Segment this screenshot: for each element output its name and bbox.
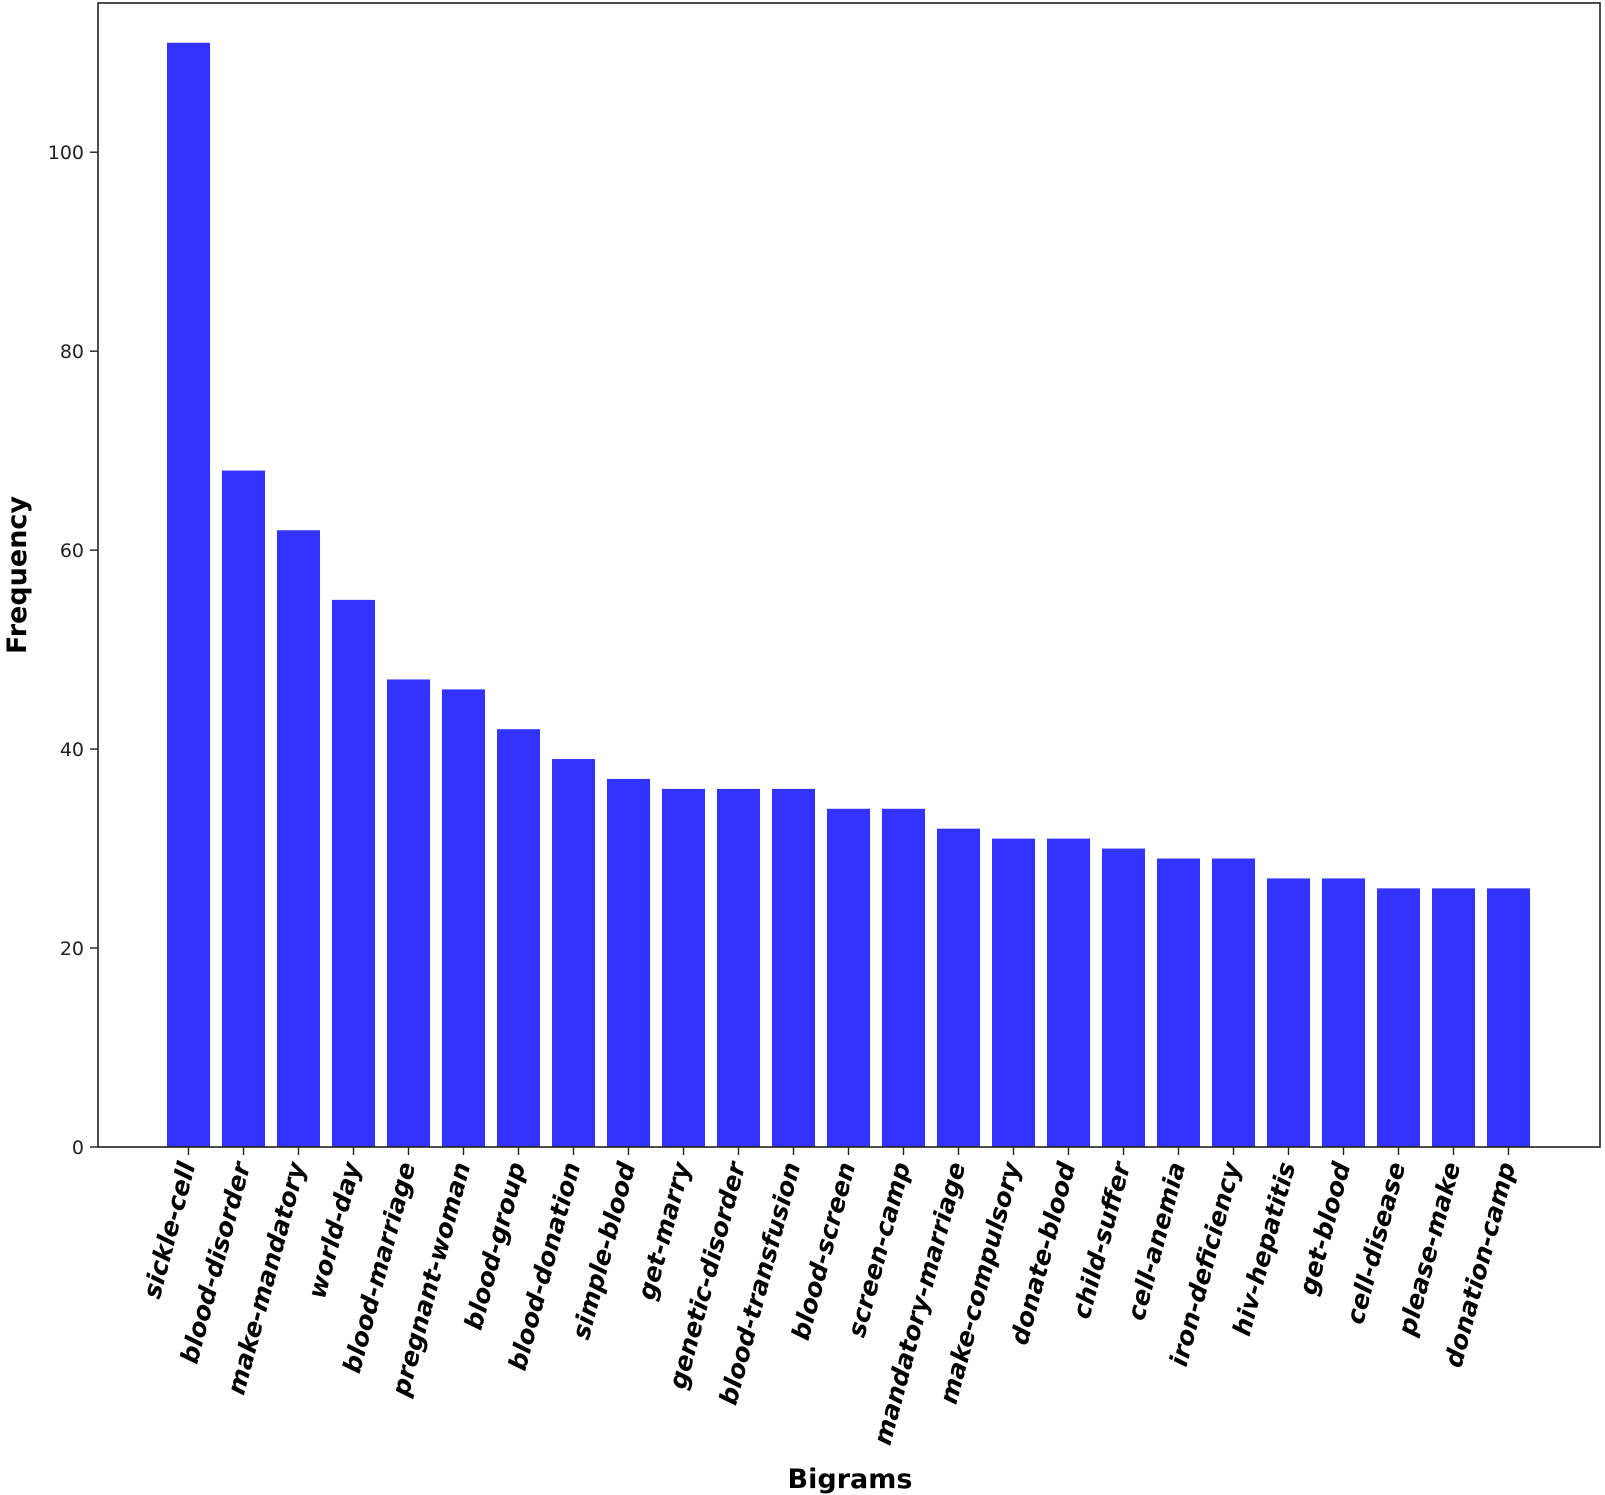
x-tick-label: get-marry (632, 1157, 697, 1302)
x-tick-label: world-day (302, 1157, 367, 1301)
bar-iron-deficiency (1212, 858, 1255, 1147)
bar-blood-transfusion (772, 788, 815, 1147)
bar-get-blood (1322, 878, 1365, 1147)
bar-child-suffer (1102, 848, 1145, 1147)
y-tick-label: 0 (72, 1137, 84, 1159)
x-ticks-group: sickle-cellblood-disordermake-mandatoryw… (137, 1147, 1521, 1448)
bar-mandatory-marriage (937, 828, 980, 1147)
bar-pregnant-woman (442, 689, 485, 1147)
bar-simple-blood (607, 778, 650, 1147)
y-ticks-group: 0 20 40 60 80 100 (48, 142, 98, 1159)
bar-blood-disorder (222, 470, 265, 1147)
bar-blood-donation (552, 759, 595, 1147)
bar-donation-camp (1487, 888, 1530, 1147)
y-tick-label: 20 (60, 938, 84, 960)
bar-world-day (332, 599, 375, 1147)
y-axis-title: Frequency (2, 496, 33, 654)
bar-please-make (1432, 888, 1475, 1147)
bar-sickle-cell (167, 42, 210, 1148)
bar-cell-anemia (1157, 858, 1200, 1147)
bar-screen-camp (882, 808, 925, 1147)
y-tick-label: 60 (60, 540, 84, 562)
x-tick-label: get-blood (1293, 1158, 1356, 1298)
bar-blood-group (497, 729, 540, 1147)
x-tick-label: sickle-cell (137, 1159, 201, 1302)
bar-get-marry (662, 788, 705, 1147)
bar-hiv-hepatitis (1267, 878, 1310, 1147)
bars-group (167, 42, 1530, 1148)
y-tick-label: 40 (60, 739, 84, 761)
y-tick-label: 80 (60, 341, 84, 363)
y-tick-label: 100 (48, 142, 84, 164)
plot-frame (97, 2, 1601, 1148)
bar-blood-screen (827, 808, 870, 1147)
bar-cell-disease (1377, 888, 1420, 1147)
bar-blood-marriage (387, 679, 430, 1147)
bar-make-mandatory (277, 530, 320, 1147)
bar-donate-blood (1047, 838, 1090, 1147)
bar-make-compulsory (992, 838, 1035, 1147)
bar-genetic-disorder (717, 788, 760, 1147)
x-axis-title: Bigrams (788, 1464, 913, 1495)
